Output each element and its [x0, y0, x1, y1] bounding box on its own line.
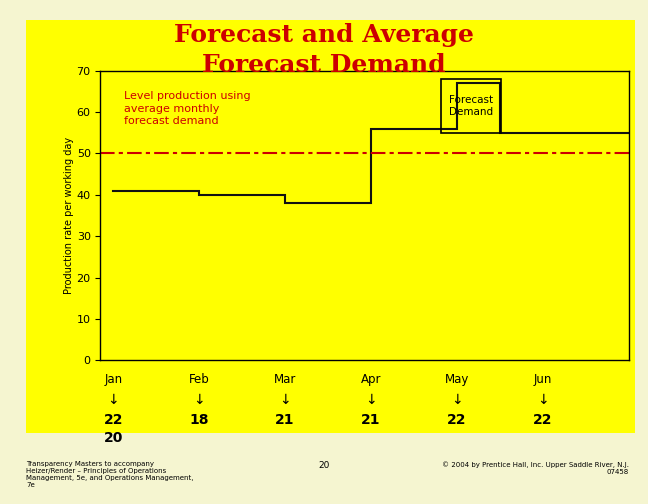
Text: Transparency Masters to accompany
Heizer/Render – Principles of Operations
Manag: Transparency Masters to accompany Heizer… — [26, 461, 193, 488]
Text: ↓: ↓ — [279, 393, 291, 407]
Text: 20: 20 — [104, 431, 123, 445]
Bar — [441, 79, 502, 133]
Text: forecast demand: forecast demand — [124, 116, 218, 126]
Text: ↓: ↓ — [451, 393, 463, 407]
Text: ↓: ↓ — [365, 393, 376, 407]
Text: 18: 18 — [189, 413, 209, 427]
Text: 22: 22 — [447, 413, 467, 427]
Text: Apr: Apr — [361, 373, 381, 386]
Text: Forecast
Demand: Forecast Demand — [449, 95, 494, 116]
Text: 21: 21 — [361, 413, 380, 427]
Text: Mar: Mar — [274, 373, 296, 386]
Text: 21: 21 — [275, 413, 295, 427]
Text: ↓: ↓ — [193, 393, 205, 407]
Text: Feb: Feb — [189, 373, 209, 386]
Text: average monthly: average monthly — [124, 104, 219, 114]
Text: ↓: ↓ — [537, 393, 548, 407]
Y-axis label: Production rate per working day: Production rate per working day — [64, 137, 74, 294]
Text: Forecast and Average: Forecast and Average — [174, 23, 474, 47]
Text: Jan: Jan — [104, 373, 122, 386]
Text: Forecast Demand: Forecast Demand — [202, 53, 446, 77]
Text: Jun: Jun — [533, 373, 552, 386]
Text: 22: 22 — [104, 413, 123, 427]
Text: May: May — [445, 373, 469, 386]
Text: Level production using: Level production using — [124, 91, 250, 101]
Text: ↓: ↓ — [108, 393, 119, 407]
Text: 20: 20 — [318, 461, 330, 470]
Text: 22: 22 — [533, 413, 553, 427]
Text: © 2004 by Prentice Hall, Inc. Upper Saddle River, N.J.
07458: © 2004 by Prentice Hall, Inc. Upper Sadd… — [441, 461, 629, 475]
